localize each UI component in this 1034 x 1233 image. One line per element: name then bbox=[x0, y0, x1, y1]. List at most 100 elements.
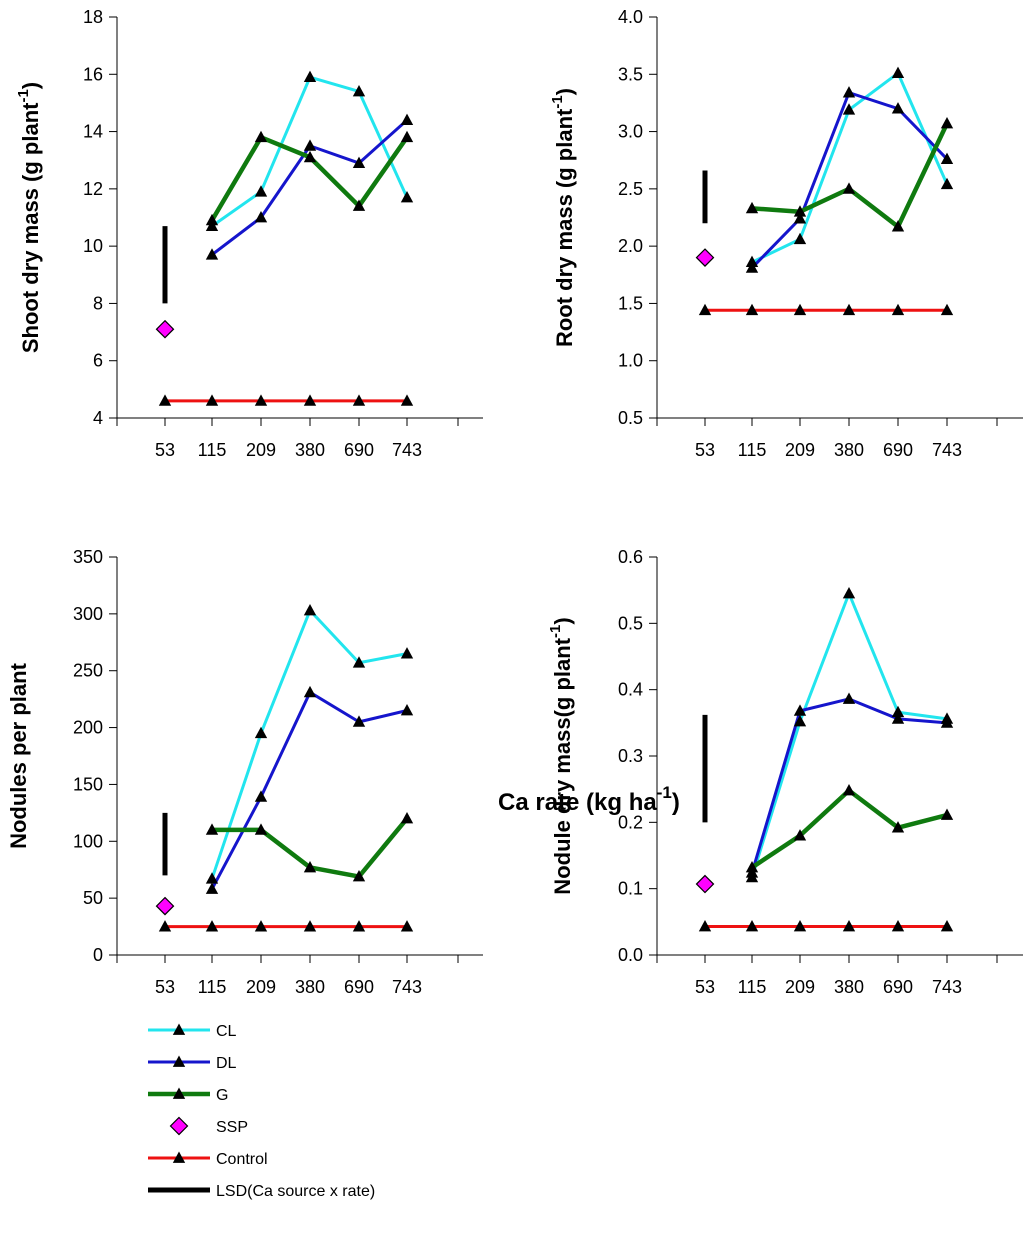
y-axis-title: Root dry mass (g plant-1) bbox=[549, 88, 577, 347]
x-tick-label: 209 bbox=[246, 977, 276, 997]
data-point-g bbox=[254, 130, 268, 143]
y-tick-label: 12 bbox=[83, 179, 103, 199]
legend-label: LSD(Ca source x rate) bbox=[216, 1183, 375, 1200]
y-tick-label: 3.0 bbox=[618, 122, 643, 142]
legend-swatch-triangle bbox=[172, 1055, 186, 1067]
y-tick-label: 1.0 bbox=[618, 351, 643, 371]
data-point-dl bbox=[940, 152, 954, 164]
y-tick-label: 300 bbox=[73, 604, 103, 624]
x-tick-label: 53 bbox=[155, 977, 175, 997]
series-line-dl bbox=[211, 118, 409, 256]
x-tick-label: 115 bbox=[738, 440, 767, 460]
y-tick-label: 16 bbox=[83, 64, 103, 84]
y-tick-label: 0.0 bbox=[618, 945, 643, 965]
legend-item-control: Control bbox=[148, 1151, 268, 1168]
legend-label: DL bbox=[216, 1055, 237, 1072]
data-point-dl bbox=[400, 704, 414, 716]
series-line-cl bbox=[750, 591, 948, 878]
data-point-cl bbox=[793, 232, 807, 245]
y-tick-label: 50 bbox=[83, 888, 103, 908]
data-point-control bbox=[254, 920, 268, 932]
series-line-g bbox=[751, 122, 950, 229]
y-tick-label: 6 bbox=[93, 351, 103, 371]
data-point-cl bbox=[352, 656, 366, 668]
data-point-g bbox=[400, 812, 414, 824]
legend-label: Control bbox=[216, 1151, 268, 1168]
data-point-dl bbox=[891, 712, 905, 724]
series-line-cl bbox=[211, 75, 409, 228]
x-axis-title-superscript: -1 bbox=[657, 783, 672, 802]
x-tick-label: 743 bbox=[932, 440, 962, 460]
data-point-control bbox=[745, 303, 759, 316]
data-point-control bbox=[400, 920, 414, 932]
x-tick-label: 115 bbox=[198, 977, 227, 997]
data-point-dl bbox=[745, 261, 759, 273]
data-point-dl bbox=[793, 212, 807, 224]
y-axis-title-end: ) bbox=[552, 88, 577, 95]
data-point-cl bbox=[842, 103, 856, 115]
legend-swatch-triangle bbox=[172, 1087, 186, 1099]
data-point-g bbox=[940, 117, 954, 129]
y-axis-title: Shoot dry mass (g plant-1) bbox=[15, 82, 43, 353]
data-point-g bbox=[745, 860, 759, 873]
x-tick-label: 380 bbox=[295, 440, 325, 460]
x-tick-label: 690 bbox=[883, 440, 913, 460]
y-tick-label: 0.1 bbox=[618, 879, 643, 899]
data-point-control bbox=[793, 303, 807, 316]
data-point-control bbox=[303, 394, 317, 406]
data-point-control bbox=[400, 394, 414, 406]
y-tick-label: 0.5 bbox=[618, 408, 643, 428]
data-point-control bbox=[940, 919, 954, 932]
y-tick-label: 1.5 bbox=[618, 293, 643, 313]
shared-x-axis-title: Ca rate (kg ha-1) bbox=[498, 783, 680, 816]
chart-panel-3: 0 50 100 150 200 250 300 350 53 115 209 380 690 743 No… bbox=[6, 547, 483, 997]
series-line-g bbox=[750, 788, 948, 870]
x-tick-label: 380 bbox=[834, 440, 864, 460]
data-point-g bbox=[303, 860, 317, 873]
x-tick-label: 53 bbox=[695, 977, 715, 997]
data-point-cl bbox=[891, 705, 905, 718]
data-point-ssp bbox=[695, 874, 715, 894]
x-tick-label: 115 bbox=[198, 440, 227, 460]
data-point-cl bbox=[352, 84, 366, 97]
chart-panel-2: 0.5 1.0 1.5 2.0 2.5 3.0 3.5 4.0 53 115 209 380 690 74… bbox=[549, 7, 1023, 460]
y-tick-label: 0.6 bbox=[618, 547, 643, 567]
data-point-control bbox=[891, 303, 905, 316]
legend-item-dl: DL bbox=[148, 1055, 237, 1072]
data-point-control bbox=[793, 919, 807, 932]
data-point-dl bbox=[303, 139, 317, 151]
y-tick-label: 150 bbox=[73, 774, 103, 794]
data-point-control bbox=[698, 303, 712, 316]
y-tick-label: 200 bbox=[73, 718, 103, 738]
data-point-g bbox=[842, 182, 856, 194]
x-tick-label: 690 bbox=[344, 440, 374, 460]
y-axis-title-main: Shoot dry mass (g plant bbox=[18, 102, 43, 353]
y-tick-label: 14 bbox=[83, 122, 103, 142]
data-point-ssp bbox=[155, 319, 175, 339]
data-point-g bbox=[254, 823, 268, 835]
data-point-cl bbox=[303, 603, 317, 616]
y-tick-label: 8 bbox=[93, 293, 103, 313]
legend-label: CL bbox=[216, 1023, 237, 1040]
data-point-cl bbox=[205, 872, 219, 884]
legend-item-ssp: SSP bbox=[169, 1116, 248, 1136]
data-point-control bbox=[254, 394, 268, 406]
data-point-dl bbox=[303, 685, 317, 698]
data-point-dl bbox=[254, 211, 268, 223]
data-point-g bbox=[891, 821, 905, 833]
chart-panel-4: 0.0 0.1 0.2 0.3 0.4 0.5 0.6 53 115 209 380 690 743 No… bbox=[547, 547, 1023, 997]
data-point-cl bbox=[303, 70, 317, 83]
data-point-g bbox=[793, 205, 807, 217]
legend-label: SSP bbox=[216, 1119, 248, 1136]
legend-swatch-triangle bbox=[172, 1151, 186, 1163]
data-point-dl bbox=[205, 248, 219, 260]
data-point-control bbox=[205, 920, 219, 932]
data-point-dl bbox=[352, 715, 366, 727]
x-tick-label: 53 bbox=[155, 440, 175, 460]
y-tick-label: 0.4 bbox=[618, 680, 643, 700]
y-tick-label: 2.0 bbox=[618, 236, 643, 256]
y-tick-label: 250 bbox=[73, 661, 103, 681]
legend-swatch-diamond bbox=[169, 1116, 189, 1136]
legend-swatch-triangle bbox=[172, 1023, 186, 1035]
data-point-ssp bbox=[155, 896, 175, 916]
